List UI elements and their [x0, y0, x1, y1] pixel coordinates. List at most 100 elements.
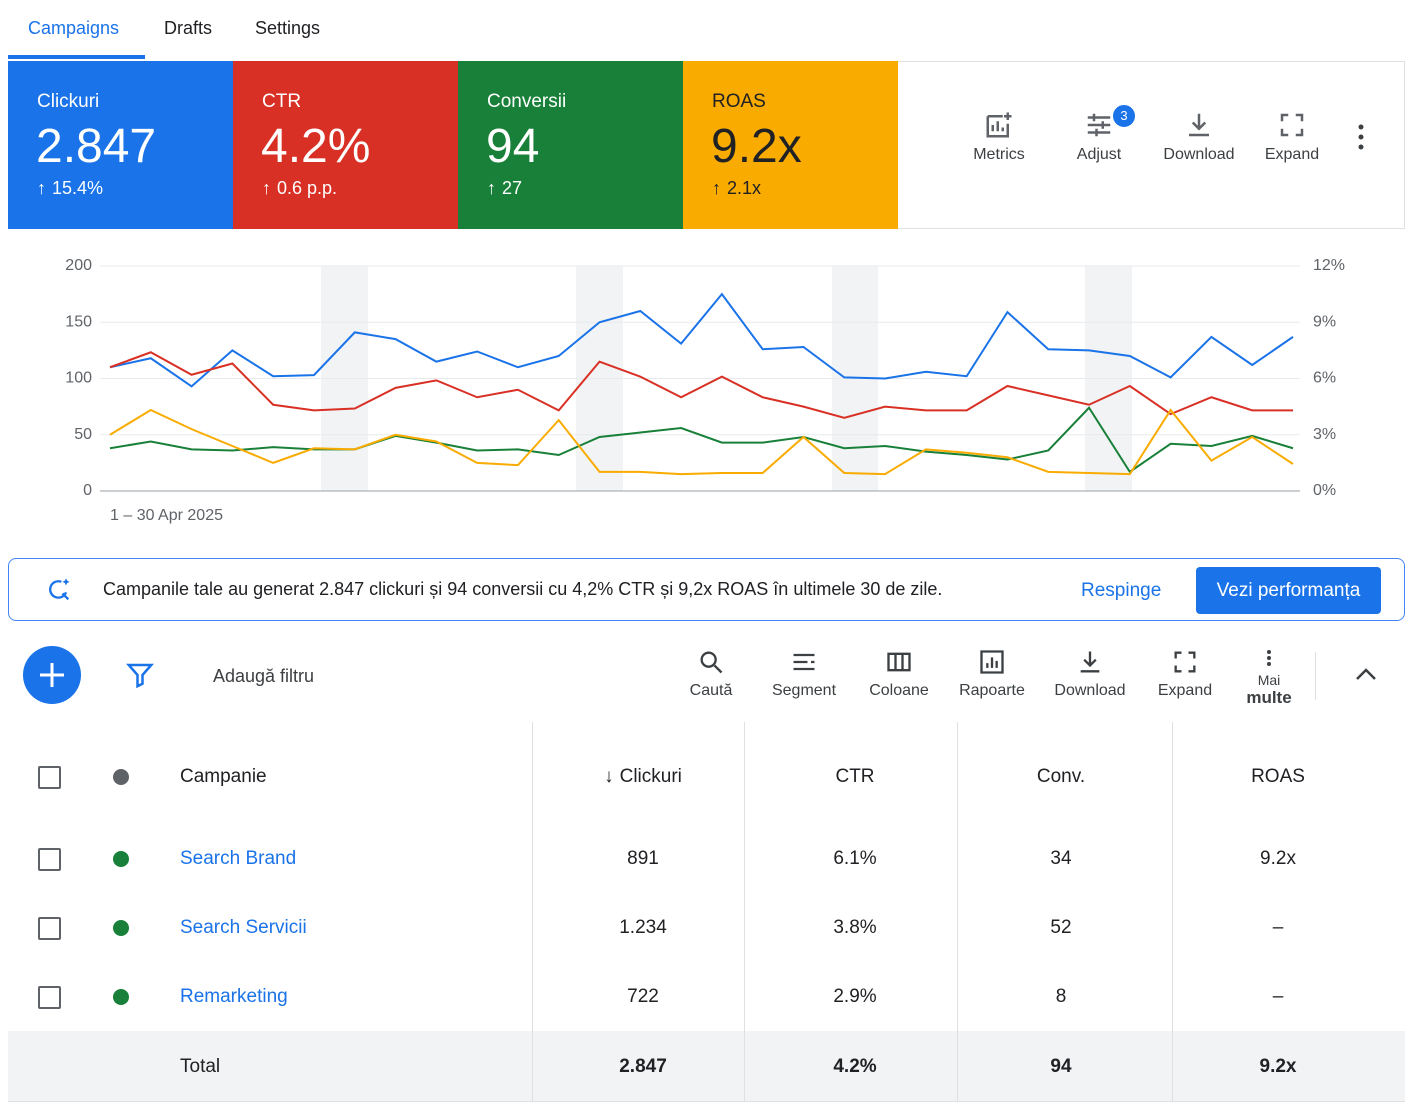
header[interactable]: Campanie — [180, 766, 267, 787]
checkbox[interactable] — [38, 766, 61, 789]
scorecard-value: 9.2x — [711, 120, 802, 173]
column-divider — [1172, 1031, 1173, 1101]
series-line — [109, 351, 1293, 419]
icon — [1087, 113, 1111, 137]
divider — [1315, 652, 1316, 700]
checkbox[interactable] — [38, 917, 61, 940]
scorecard[interactable]: CTR 4.2% ↑ 0.6 p.p. — [233, 61, 458, 229]
y-tick-label: 100 — [65, 370, 92, 387]
badge: 3 — [1111, 103, 1137, 129]
arrow-icon: ↑ — [262, 178, 271, 198]
add-button[interactable] — [23, 646, 81, 704]
label: Adjust — [1076, 146, 1122, 163]
checkbox[interactable] — [38, 986, 61, 1009]
scorecard[interactable]: Conversii 94 ↑ 27 — [458, 61, 683, 229]
cell: 3.8% — [833, 917, 877, 938]
header-cell[interactable]: Conv. — [961, 766, 1161, 788]
campaign-link[interactable]: Search Servicii — [180, 917, 307, 938]
action-button[interactable]: Vezi performanța — [1196, 567, 1381, 614]
y-tick-label: 150 — [65, 313, 92, 330]
cell: 2.9% — [833, 986, 877, 1007]
label: multe — [1246, 688, 1292, 707]
column-divider — [1172, 893, 1173, 962]
status-dot — [113, 920, 129, 936]
icon — [1189, 113, 1209, 137]
download-button[interactable]: Download — [1149, 110, 1249, 164]
table-row: Search Brand 891 6.1% 34 9.2x — [8, 824, 1405, 894]
y2-tick-label: 9% — [1313, 313, 1336, 330]
arrow-icon: ↑ — [487, 178, 496, 198]
tool-button[interactable]: Caută — [661, 648, 761, 700]
tool-button[interactable]: Rapoarte — [942, 648, 1042, 700]
cell: 9.2x — [1260, 848, 1296, 869]
scorecard[interactable]: ROAS 9.2x ↑ 2.1x — [683, 61, 898, 229]
total-cell: 9.2x — [1259, 1056, 1297, 1077]
label: Coloane — [869, 682, 929, 699]
adjust-button[interactable]: Adjust — [1049, 110, 1149, 164]
scorecard-change: ↑ 0.6 p.p. — [262, 178, 337, 199]
label: Mai — [1257, 672, 1281, 688]
filter-icon[interactable] — [125, 660, 155, 690]
tool-button[interactable]: Expand — [1135, 648, 1235, 700]
status-dot — [113, 851, 129, 867]
cell: 1.234 — [619, 917, 667, 938]
scorecard-change: ↑ 2.1x — [712, 178, 761, 199]
scorecard-label: Clickuri — [37, 91, 100, 112]
cell: – — [1272, 986, 1284, 1007]
total-row: Total 2.847 4.2% 94 9.2x — [8, 1031, 1405, 1102]
column-divider — [532, 1031, 533, 1101]
y2-tick-label: 0% — [1313, 482, 1336, 499]
tab[interactable]: Settings — [255, 18, 321, 38]
tab[interactable]: Drafts — [164, 18, 213, 38]
column-divider — [1172, 824, 1173, 893]
y2-tick-label: 6% — [1313, 370, 1336, 387]
column-divider — [957, 893, 958, 962]
column-divider — [744, 893, 745, 962]
change-value: 15.4% — [52, 178, 104, 198]
chart: 1 – 30 Apr 2025 0 50 100 150 200 0% 3% 6% 9% 12% — [65, 257, 1345, 524]
tool-button[interactable]: Segment — [754, 648, 854, 700]
header-cell[interactable]: CTR — [755, 766, 955, 788]
more-button[interactable]: Mai multe — [1240, 648, 1298, 707]
header-cell[interactable]: ROAS — [1178, 766, 1378, 788]
series-line — [109, 408, 1294, 476]
table-row: Search Servicii 1.234 3.8% 52 – — [8, 893, 1405, 963]
icon — [1174, 651, 1196, 673]
icon — [986, 112, 1012, 138]
campaign-link[interactable]: Search Brand — [180, 848, 297, 869]
y-tick-label: 50 — [74, 426, 92, 443]
total-cell: 4.2% — [833, 1056, 877, 1077]
expand-button[interactable]: Expand — [1242, 110, 1342, 164]
header-cell[interactable]: ↓ Clickuri — [543, 766, 743, 788]
table-row: Remarketing 722 2.9% 8 – — [8, 962, 1405, 1032]
scorecard-value: 94 — [486, 120, 540, 173]
chart-toolbar — [898, 61, 1405, 229]
y-tick-label: 200 — [65, 257, 92, 274]
scorecard-label: Conversii — [487, 91, 567, 112]
y-tick-label: 0 — [83, 482, 92, 499]
filter-label[interactable]: Adaugă filtru — [213, 666, 315, 686]
collapse-button[interactable] — [1353, 664, 1379, 684]
label: Segment — [771, 682, 837, 699]
status-dot — [113, 769, 129, 785]
column-divider — [1172, 962, 1173, 1031]
tab[interactable]: Campaigns — [28, 18, 120, 38]
icon — [700, 651, 723, 674]
checkbox[interactable] — [38, 848, 61, 871]
tool-button[interactable]: Download — [1040, 648, 1140, 700]
icon — [980, 650, 1004, 674]
column-divider — [532, 722, 533, 824]
metrics-button[interactable]: Metrics — [949, 110, 1049, 164]
insight-text: Campanile tale au generat 2.847 clickuri… — [103, 579, 943, 599]
tool-button[interactable]: Coloane — [849, 648, 949, 700]
dismiss-button[interactable]: Respinge — [1081, 580, 1162, 601]
scorecard[interactable]: Clickuri 2.847 ↑ 15.4% — [8, 61, 233, 229]
label: Download — [1163, 146, 1235, 163]
cell: – — [1272, 917, 1284, 938]
column-divider — [957, 962, 958, 1031]
column-divider — [744, 824, 745, 893]
total-cell: 94 — [1050, 1056, 1072, 1077]
more-button[interactable] — [1350, 122, 1372, 154]
campaign-link[interactable]: Remarketing — [180, 986, 288, 1007]
column-divider — [532, 893, 533, 962]
